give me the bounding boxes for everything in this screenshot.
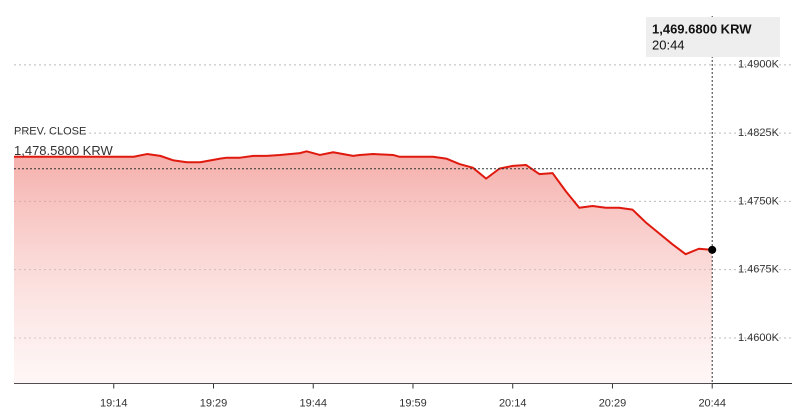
- tooltip-value: 1,469.6800 KRW: [652, 21, 752, 36]
- prev-close-value: 1,478.5800 KRW: [14, 143, 113, 158]
- area: [14, 151, 713, 384]
- prev-close-label: PREV. CLOSE: [14, 126, 86, 138]
- x-tick-label: 19:59: [399, 397, 427, 409]
- price-line: [14, 150, 713, 256]
- last-point: [708, 245, 717, 254]
- x-tick-label: 19:29: [200, 397, 228, 409]
- x-tick-label: 20:44: [698, 397, 726, 409]
- tooltip-time: 20:44: [652, 37, 685, 52]
- y-tick-label: 1.4900K: [738, 59, 780, 71]
- x-tick-label: 19:14: [100, 397, 128, 409]
- y-tick-label: 1.4675K: [738, 264, 780, 276]
- y-tick-label: 1.4750K: [738, 195, 780, 207]
- x-tick-label: 19:44: [299, 397, 327, 409]
- x-tick-label: 20:29: [599, 397, 627, 409]
- tooltip-box: [646, 17, 780, 57]
- y-tick-label: 1.4600K: [738, 332, 780, 344]
- y-tick-label: 1.4825K: [738, 127, 780, 139]
- x-tick-label: 20:14: [499, 397, 527, 409]
